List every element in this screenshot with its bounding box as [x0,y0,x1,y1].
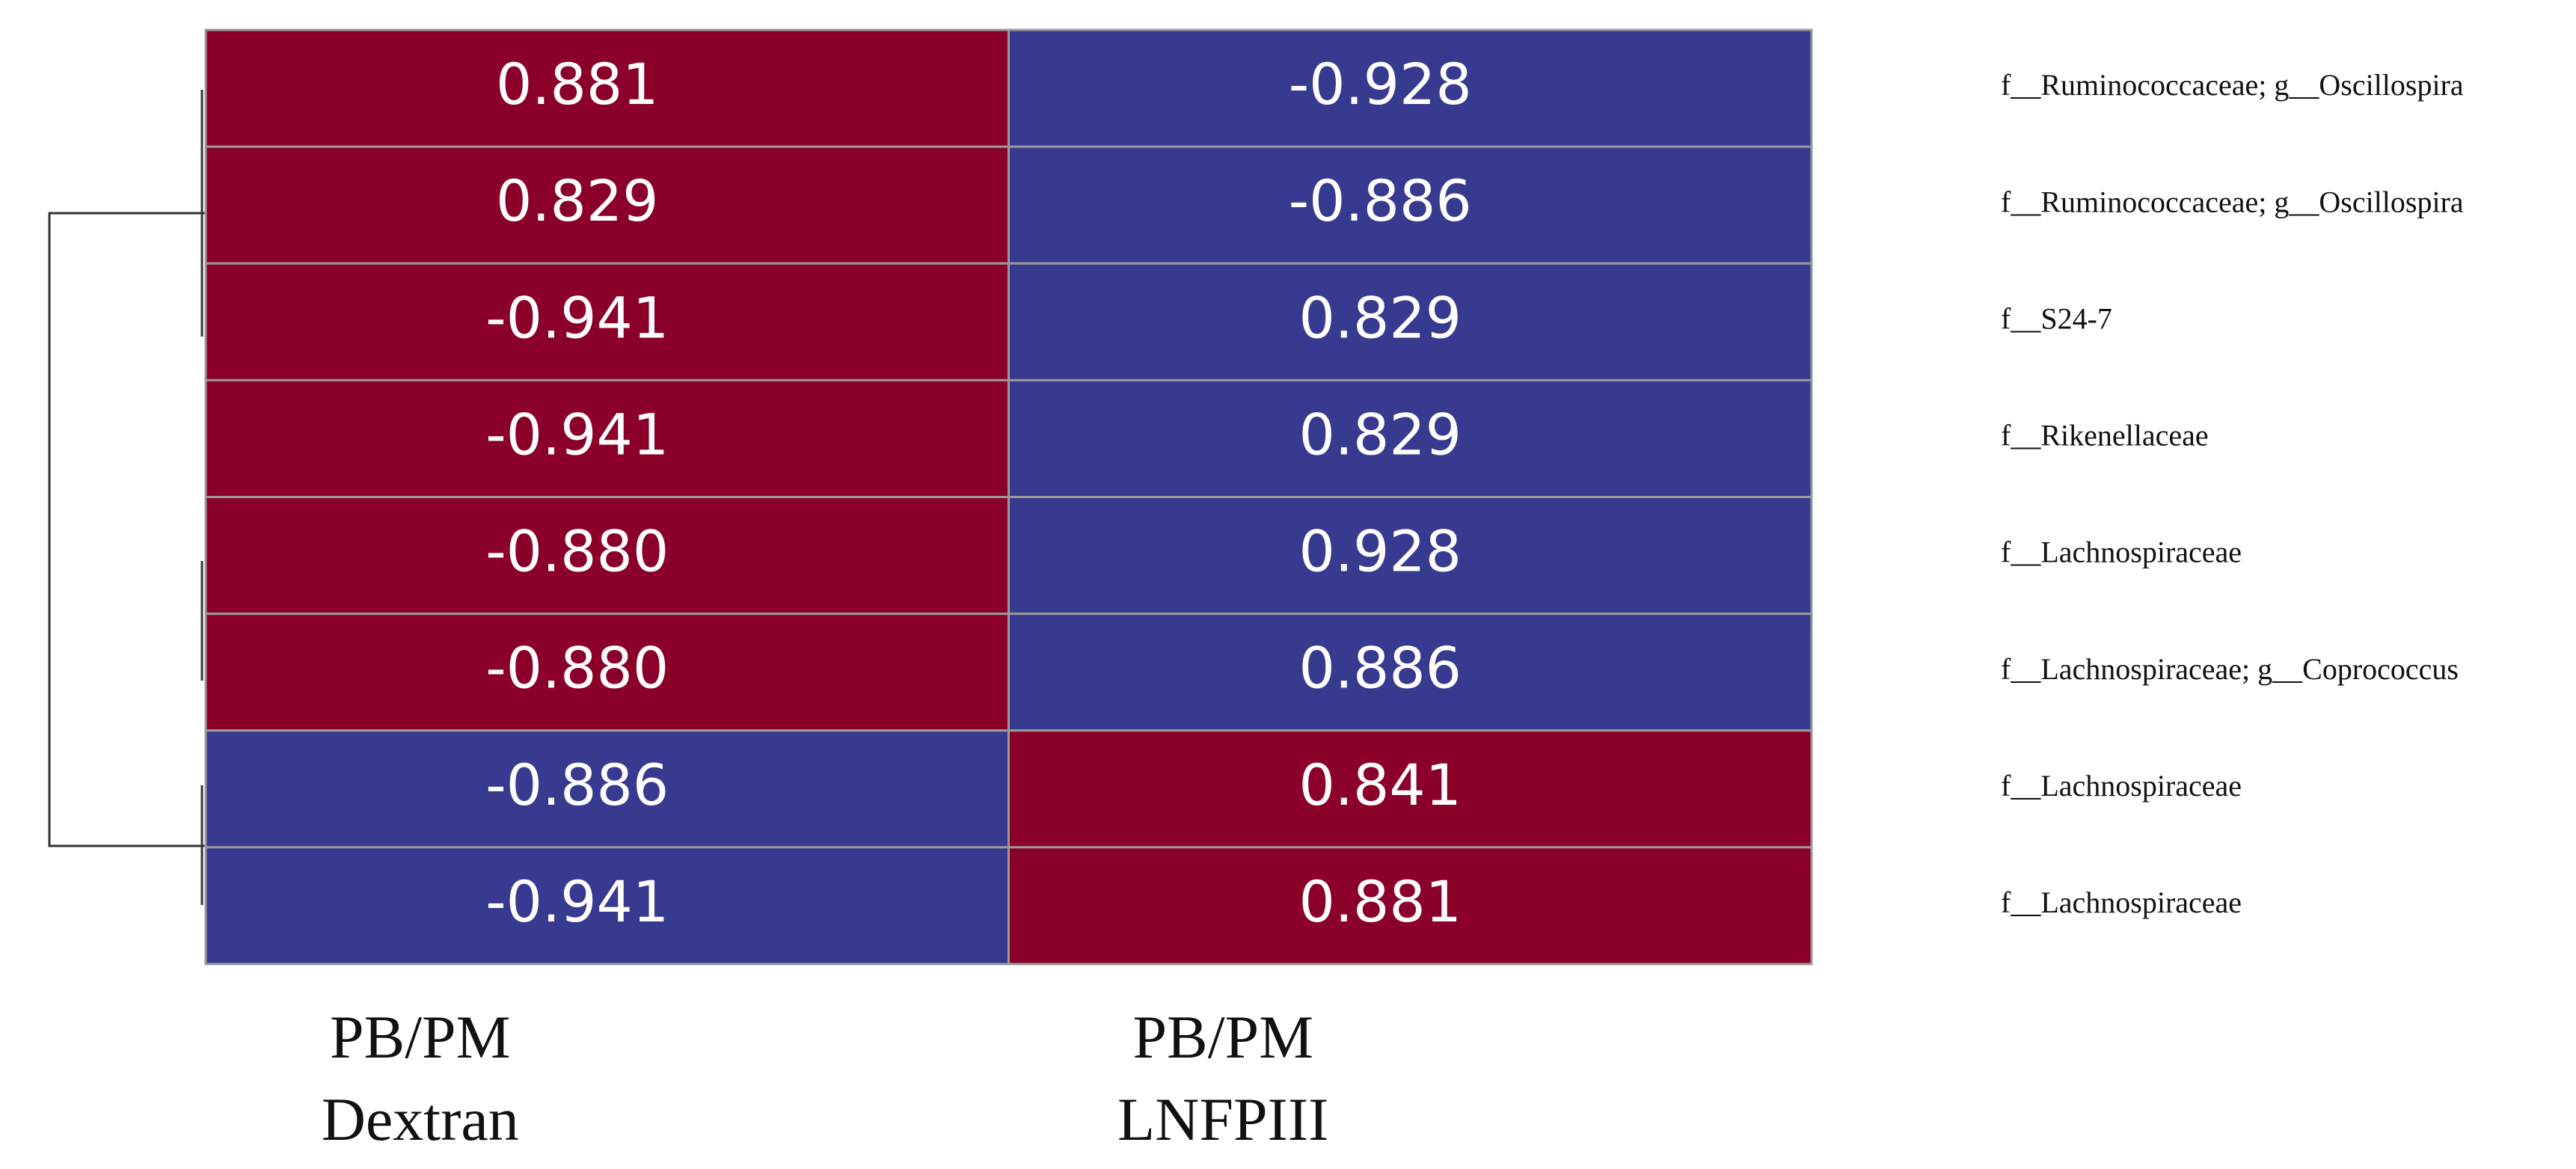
cell-label: -0.886 [485,752,669,818]
column-label: LNFPIII [1117,1085,1328,1153]
row-label: f__Ruminococcaceae; g__Oscillospira [2001,185,2464,218]
heatmap-cell [204,28,1010,148]
heatmap-cell [1008,28,1813,148]
heatmap-cell [204,729,1010,849]
cell-label: 0.881 [1298,868,1462,935]
cell-label: 0.886 [1298,635,1462,702]
cell-label: 0.928 [1298,518,1462,585]
cell-label: 0.829 [1298,401,1462,467]
row-label: f__Lachnospiraceae [2001,536,2242,569]
cell-label: 0.829 [1298,284,1462,351]
column-label: Dextran [322,1085,519,1153]
row-label: f__Lachnospiraceae; g__Coprococcus [2001,652,2459,686]
cell-label: -0.941 [485,868,669,935]
column-label: PB/PM [330,1003,511,1071]
cell-label: -0.941 [485,284,669,351]
cell-label: 0.881 [496,51,659,117]
heatmap-cell [1008,613,1813,732]
column-label: PB/PM [1132,1003,1313,1071]
cell-label: 0.829 [496,168,659,234]
heatmap-cell [1008,378,1813,498]
cell-label: -0.886 [1289,168,1472,234]
row-label: f__Rikenellaceae [2001,419,2209,452]
heatmap-cell [1008,145,1813,265]
cell-label: -0.880 [485,635,669,702]
cell-label: -0.880 [485,518,669,585]
cell-label: -0.941 [485,401,669,467]
row-label: f__S24-7 [2001,301,2112,335]
row-label: f__Lachnospiraceae [2001,769,2242,803]
dendrogram-branch [48,212,206,847]
dendrogram [48,90,206,905]
heatmap-cell [1008,496,1813,616]
cell-label: 0.841 [1298,752,1462,818]
heatmap-cell [204,378,1010,498]
heatmap-cell [1008,846,1813,966]
heatmap-cell [1008,729,1813,849]
row-label: f__Lachnospiraceae [2001,886,2242,919]
heatmap-cell [204,145,1010,265]
row-label: f__Ruminococcaceae; g__Oscillospira [2001,68,2464,102]
heatmap-cell [204,496,1010,616]
cell-label: -0.928 [1289,51,1472,117]
heatmap-cell [204,846,1010,966]
